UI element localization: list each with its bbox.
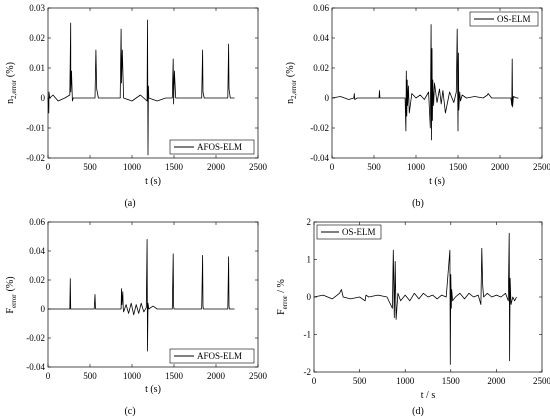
panel-caption: (c) (124, 406, 135, 417)
x-tick-label: 0 (330, 162, 335, 172)
axis-ticks: 0 500 1000 1500 2000 2500 -0.04 -0.02 0 0.02 0.04 0… (310, 3, 550, 172)
panel-caption: (d) (412, 406, 424, 417)
x-tick-label: 500 (353, 376, 367, 386)
x-tick-label: 1500 (442, 376, 461, 386)
panel-caption: (a) (124, 198, 135, 209)
plot-frame (331, 7, 543, 159)
y-tick-label: -0.02 (310, 123, 329, 133)
y-tick-label: -0.04 (310, 153, 329, 163)
axis-ticks: 0 500 1000 1500 2000 2500 -2 -1 0 1 2 (304, 217, 550, 386)
x-tick-label: 2000 (207, 162, 226, 172)
y-tick-label: -1 (304, 330, 312, 340)
legend-label: OS-ELM (342, 227, 376, 237)
x-tick-label: 0 (312, 376, 317, 386)
series-line (313, 232, 517, 365)
x-tick-label: 1500 (165, 371, 184, 381)
x-tick-label: 2500 (533, 376, 550, 386)
x-tick-label: 500 (83, 371, 97, 381)
x-tick-label: 1500 (165, 162, 184, 172)
y-tick-label: 0.02 (29, 275, 45, 285)
y-tick-label: 0 (41, 93, 46, 103)
legend-box (169, 348, 255, 364)
legend-box (316, 224, 382, 240)
x-tick-label: 0 (46, 162, 51, 172)
y-tick-label: 0.06 (29, 217, 45, 227)
series-line (48, 238, 235, 352)
x-tick-label: 1000 (407, 162, 426, 172)
legend: AFOS-ELM (169, 348, 255, 364)
legend-box (169, 139, 255, 155)
y-tick-label: -2 (304, 367, 312, 377)
legend: OS-ELM (469, 11, 539, 27)
y-tick-label: 0.04 (313, 33, 329, 43)
panel-a: 0 500 1000 1500 2000 2500 -0.02 -0.01 0 0.01 0.02 0… (5, 3, 268, 209)
x-tick-label: 2500 (249, 162, 268, 172)
x-axis-label: t (s) (145, 384, 161, 395)
x-tick-label: 1000 (123, 162, 142, 172)
y-tick-label: -0.02 (26, 153, 45, 163)
y-tick-label: -0.02 (26, 333, 45, 343)
axis-ticks: 0 500 1000 1500 2000 2500 -0.04 -0.02 0 0.02 0.04 0… (26, 217, 267, 381)
legend-label: AFOS-ELM (197, 351, 242, 361)
x-tick-label: 1000 (396, 376, 415, 386)
x-tick-label: 1500 (449, 162, 468, 172)
legend-label: AFOS-ELM (197, 142, 242, 152)
legend: OS-ELM (316, 224, 382, 240)
y-tick-label: -0.01 (26, 123, 45, 133)
x-tick-label: 2500 (249, 371, 268, 381)
y-tick-label: 0 (325, 93, 330, 103)
x-axis-label: t (s) (429, 176, 445, 187)
legend-box (469, 11, 539, 27)
y-tick-label: 0 (41, 304, 46, 314)
y-tick-label: 0.02 (313, 63, 329, 73)
x-tick-label: 2500 (533, 162, 550, 172)
y-tick-label: 1 (307, 255, 312, 265)
x-axis-label: t (s) (145, 176, 161, 187)
y-tick-label: -0.04 (26, 362, 45, 372)
y-axis-label: Ferror/ % (276, 279, 289, 315)
panel-caption: (b) (412, 198, 424, 209)
legend: AFOS-ELM (169, 139, 255, 155)
series-line (47, 19, 235, 156)
y-tick-label: 0.02 (29, 33, 45, 43)
legend-label: OS-ELM (497, 14, 531, 24)
x-tick-label: 2000 (487, 376, 506, 386)
panel-b: 0 500 1000 1500 2000 2500 -0.04 -0.02 0 0.02 0.04 0… (285, 3, 550, 209)
plot-frame (47, 221, 259, 368)
y-tick-label: 0 (307, 292, 312, 302)
y-tick-label: 0.04 (29, 246, 45, 256)
x-tick-label: 500 (83, 162, 97, 172)
y-axis-label: Ferror(%) (5, 276, 18, 313)
axis-ticks: 0 500 1000 1500 2000 2500 -0.02 -0.01 0 0.01 0.02 0… (26, 3, 267, 172)
panel-c: 0 500 1000 1500 2000 2500 -0.04 -0.02 0 0.02 0.04 0… (5, 217, 268, 417)
x-axis-label: t / s (421, 390, 436, 401)
x-tick-label: 500 (367, 162, 381, 172)
series-line (331, 24, 519, 141)
y-tick-label: 2 (307, 217, 312, 227)
y-tick-label: 0.01 (29, 63, 45, 73)
y-axis-label: n2,error(%) (285, 62, 298, 104)
x-tick-label: 0 (46, 371, 51, 381)
x-tick-label: 1000 (123, 371, 142, 381)
y-tick-label: 0.06 (313, 3, 329, 13)
y-tick-label: 0.03 (29, 3, 45, 13)
x-tick-label: 2000 (491, 162, 510, 172)
panel-d: 0 500 1000 1500 2000 2500 -2 -1 0 1 2 OS-ELM t / s… (276, 217, 550, 417)
x-tick-label: 2000 (207, 371, 226, 381)
y-axis-label: n2,error(%) (5, 62, 18, 104)
plot-frame (47, 7, 259, 159)
